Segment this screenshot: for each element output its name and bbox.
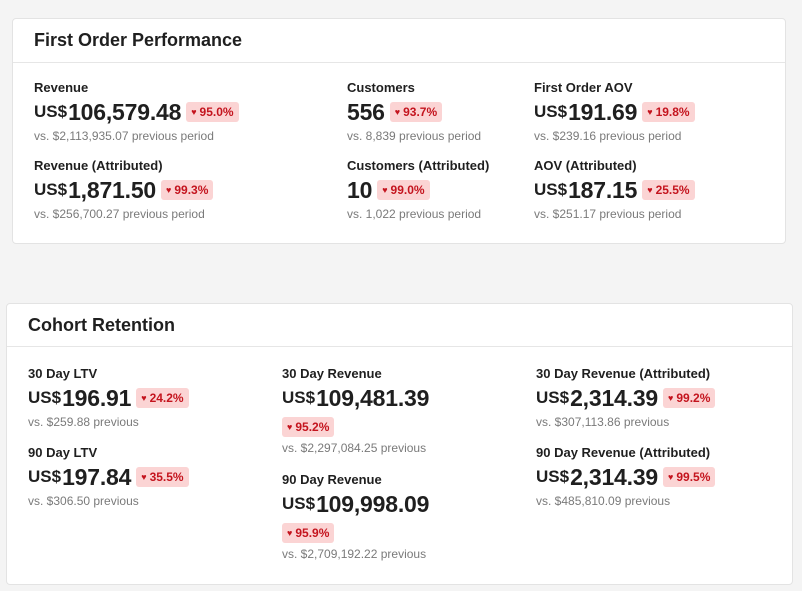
metric-revenue: Revenue US$ 106,579.48 ♥ 95.0% vs. $2,113… xyxy=(34,80,239,143)
comparison-text: vs. $307,113.86 previous xyxy=(536,415,670,429)
currency-prefix: US$ xyxy=(536,388,570,407)
change-badge: ♥ 99.2% xyxy=(663,388,716,408)
currency-prefix: US$ xyxy=(282,494,316,513)
currency-prefix: US$ xyxy=(534,102,568,121)
metric-value: 109,481.39 xyxy=(316,385,430,411)
metric-value: 106,579.48 xyxy=(68,99,182,125)
metric-label: 30 Day Revenue xyxy=(282,366,382,381)
heart-down-icon: ♥ xyxy=(668,393,674,403)
heart-down-icon: ♥ xyxy=(287,528,293,538)
currency-prefix: US$ xyxy=(34,102,68,121)
heart-down-icon: ♥ xyxy=(141,472,147,482)
metric-first-order-aov: First Order AOV US$ 191.69 ♥ 19.8% vs. $2… xyxy=(534,80,695,143)
metric-value: 109,998.09 xyxy=(316,491,430,517)
metric-30-day-ltv: 30 Day LTV US$ 196.91 ♥ 24.2% vs. $259.88… xyxy=(28,366,189,429)
currency-prefix: US$ xyxy=(28,388,62,407)
cohort-retention-card: Cohort Retention 30 Day LTV US$ 196.91 ♥… xyxy=(6,303,793,585)
metric-aov-attributed: AOV (Attributed) US$ 187.15 ♥ 25.5% vs. $… xyxy=(534,158,695,221)
currency-prefix: US$ xyxy=(28,467,62,486)
change-badge: ♥ 93.7% xyxy=(389,102,443,122)
metric-value: 2,314.39 xyxy=(570,385,659,411)
heart-down-icon: ♥ xyxy=(287,422,293,432)
metric-value: 556 xyxy=(347,99,385,125)
metric-label: Revenue xyxy=(34,80,89,95)
card-title: First Order Performance xyxy=(34,30,243,50)
comparison-text: vs. $259.88 previous xyxy=(28,415,139,429)
metric-30-day-revenue: 30 Day Revenue US$ 109,481.39 ♥ 95.2% vs.… xyxy=(282,366,429,455)
metric-label: 90 Day LTV xyxy=(28,445,98,460)
metric-label: 90 Day Revenue xyxy=(282,472,382,487)
card-header: First Order Performance xyxy=(13,19,785,63)
currency-prefix: US$ xyxy=(34,180,68,199)
metric-value: 187.15 xyxy=(568,177,638,203)
metric-value: 1,871.50 xyxy=(68,177,157,203)
change-badge: ♥ 19.8% xyxy=(642,102,695,122)
currency-prefix: US$ xyxy=(536,467,570,486)
heart-down-icon: ♥ xyxy=(191,107,197,117)
metric-customers-attributed: Customers (Attributed) 10 ♥ 99.0% vs. 1,0… xyxy=(347,158,489,221)
metric-label: Customers xyxy=(347,80,415,95)
metric-label: 30 Day LTV xyxy=(28,366,98,381)
heart-down-icon: ♥ xyxy=(382,185,388,195)
change-badge: ♥ 24.2% xyxy=(136,388,189,408)
card-title: Cohort Retention xyxy=(28,315,175,335)
metric-customers: Customers 556 ♥ 93.7% vs. 8,839 previous … xyxy=(347,80,481,143)
metric-label: Revenue (Attributed) xyxy=(34,158,163,173)
metric-revenue-attributed: Revenue (Attributed) US$ 1,871.50 ♥ 99.3%… xyxy=(34,158,214,221)
currency-prefix: US$ xyxy=(534,180,568,199)
heart-down-icon: ♥ xyxy=(668,472,674,482)
currency-prefix: US$ xyxy=(282,388,316,407)
change-badge: ♥ 95.2% xyxy=(282,417,335,437)
comparison-text: vs. $2,709,192.22 previous xyxy=(282,547,427,561)
metric-90-day-revenue: 90 Day Revenue US$ 109,998.09 ♥ 95.9% vs.… xyxy=(282,472,429,561)
first-order-performance-card: First Order Performance Revenue US$ 106,… xyxy=(12,18,786,244)
metric-label: First Order AOV xyxy=(534,80,633,95)
comparison-text: vs. $239.16 previous period xyxy=(534,129,682,143)
metric-value: 10 xyxy=(347,177,373,203)
metric-90-day-ltv: 90 Day LTV US$ 197.84 ♥ 35.5% vs. $306.50… xyxy=(28,445,189,508)
metric-value: 2,314.39 xyxy=(570,464,659,490)
metric-90-day-revenue-attributed: 90 Day Revenue (Attributed) US$ 2,314.39… xyxy=(536,445,716,508)
comparison-text: vs. 1,022 previous period xyxy=(347,207,482,221)
change-badge: ♥ 95.9% xyxy=(282,523,335,543)
metric-value: 197.84 xyxy=(62,464,132,490)
heart-down-icon: ♥ xyxy=(394,107,401,117)
change-badge: ♥ 99.3% xyxy=(161,180,214,200)
comparison-text: vs. $306.50 previous xyxy=(28,494,139,508)
heart-down-icon: ♥ xyxy=(141,393,147,403)
heart-down-icon: ♥ xyxy=(166,185,172,195)
change-badge: ♥ 95.0% xyxy=(186,102,239,122)
metric-label: 90 Day Revenue (Attributed) xyxy=(536,445,711,460)
card-header: Cohort Retention xyxy=(7,304,792,347)
change-badge: ♥ 25.5% xyxy=(642,180,695,200)
comparison-text: vs. $2,113,935.07 previous period xyxy=(34,129,214,143)
comparison-text: vs. 8,839 previous period xyxy=(347,129,482,143)
metric-label: AOV (Attributed) xyxy=(534,158,637,173)
metric-value: 196.91 xyxy=(62,385,132,411)
comparison-text: vs. $251.17 previous period xyxy=(534,207,682,221)
comparison-text: vs. $256,700.27 previous period xyxy=(34,207,205,221)
metric-30-day-revenue-attributed: 30 Day Revenue (Attributed) US$ 2,314.39… xyxy=(536,366,716,429)
metric-label: 30 Day Revenue (Attributed) xyxy=(536,366,711,381)
heart-down-icon: ♥ xyxy=(647,185,653,195)
comparison-text: vs. $2,297,084.25 previous xyxy=(282,441,427,455)
metric-label: Customers (Attributed) xyxy=(347,158,490,173)
metric-value: 191.69 xyxy=(568,99,638,125)
change-badge: ♥ 99.0% xyxy=(377,180,430,200)
heart-down-icon: ♥ xyxy=(647,107,653,117)
change-badge: ♥ 35.5% xyxy=(136,467,189,487)
change-badge: ♥ 99.5% xyxy=(663,467,716,487)
comparison-text: vs. $485,810.09 previous xyxy=(536,494,671,508)
